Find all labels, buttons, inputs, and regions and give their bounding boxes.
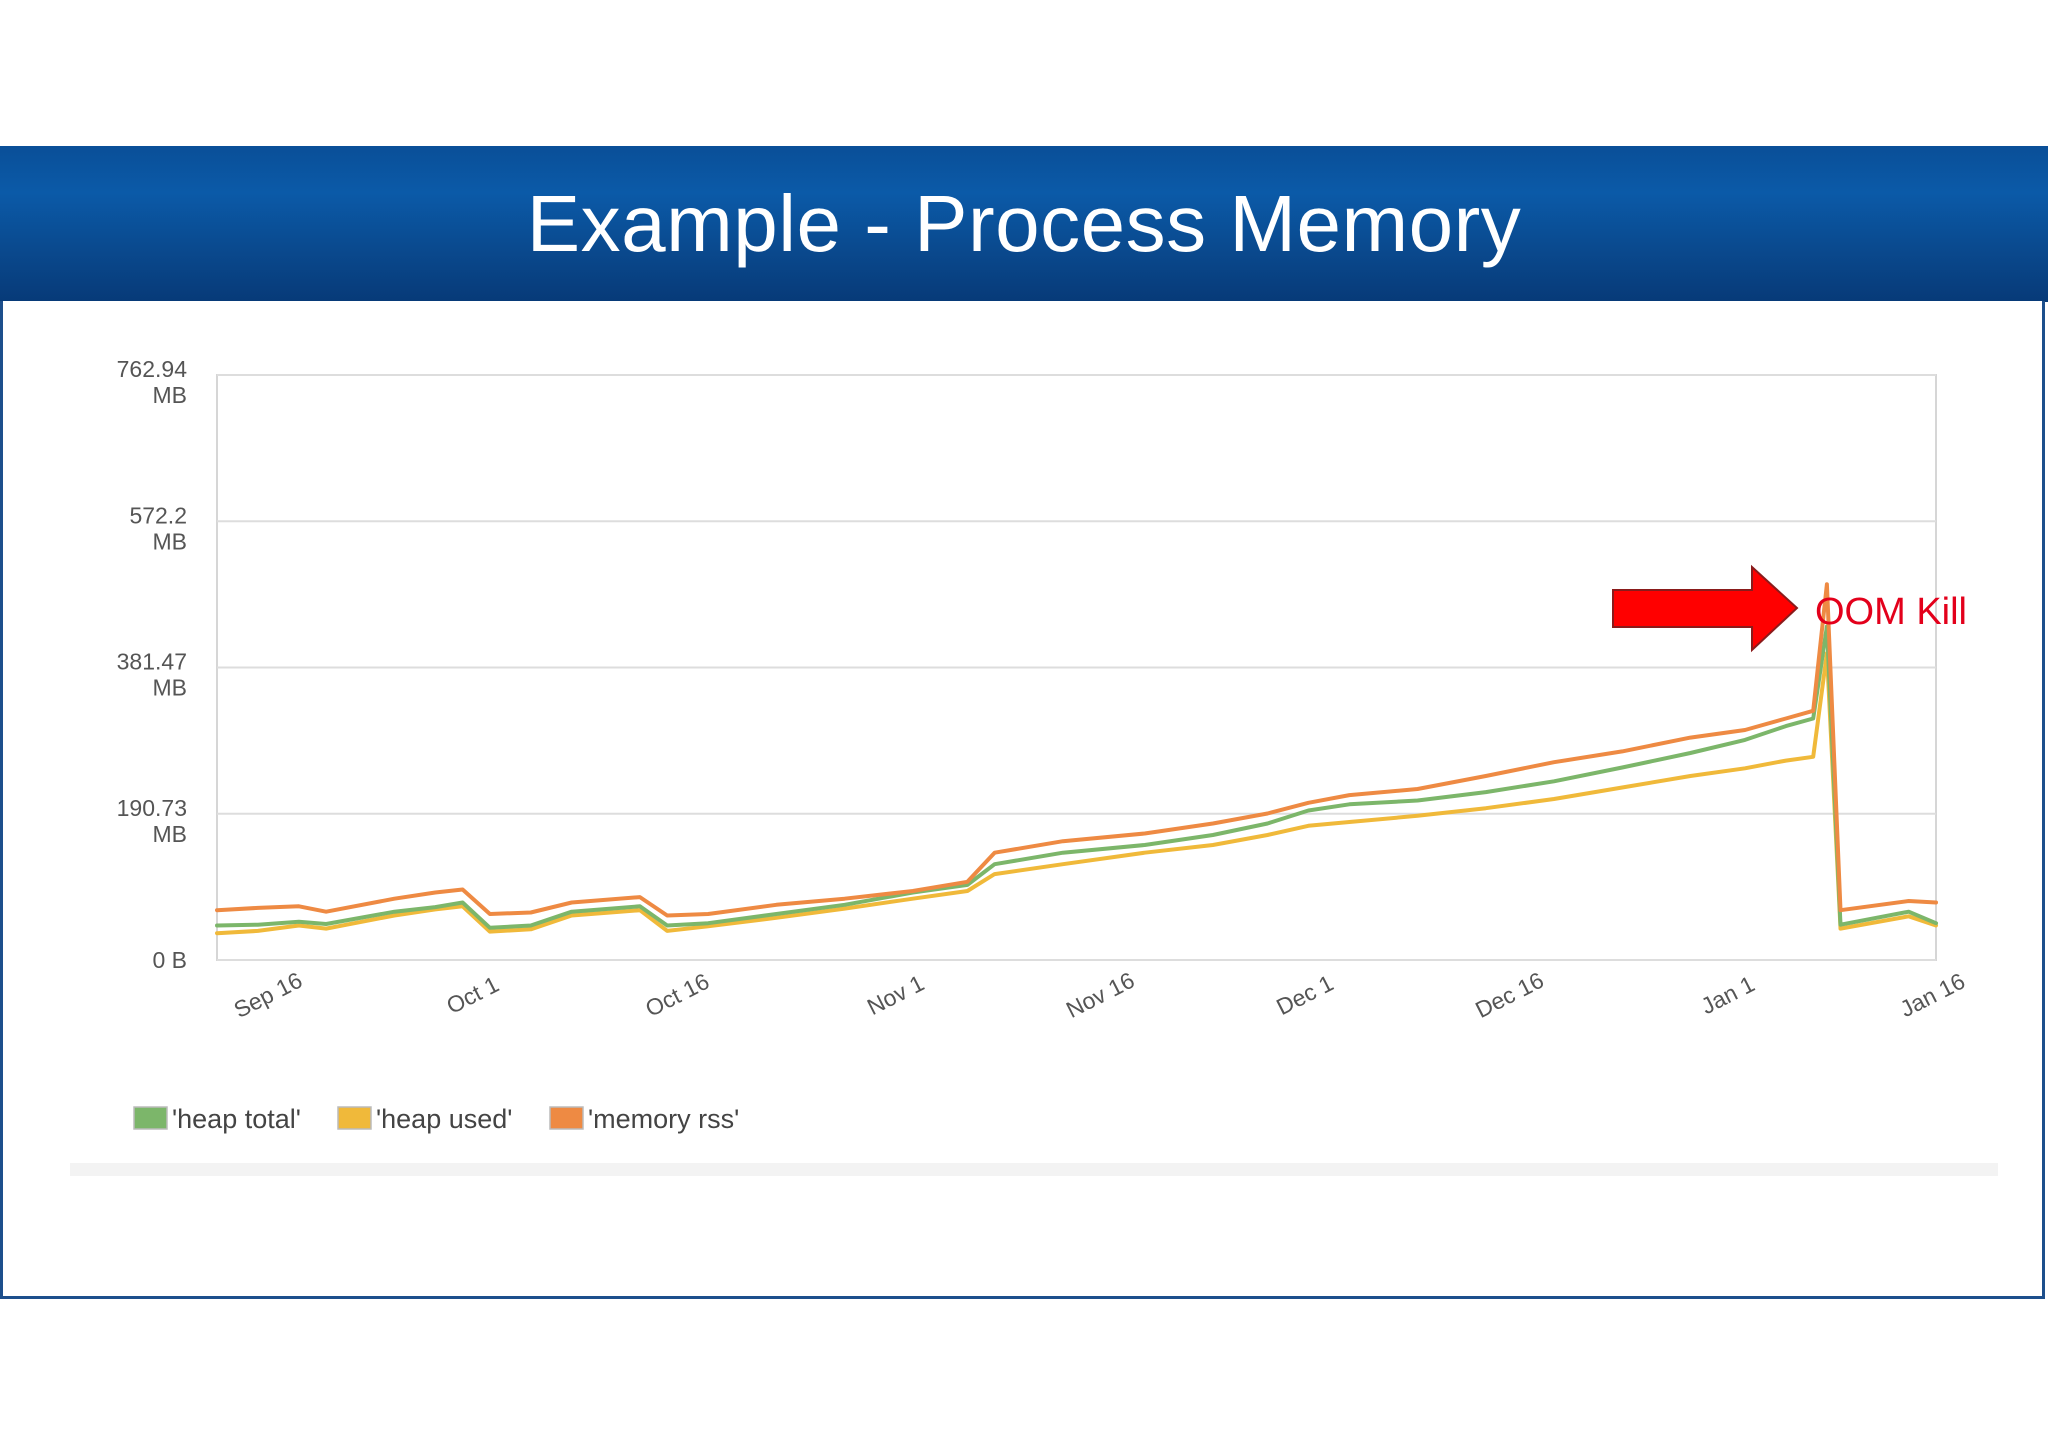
oom-kill-label: OOM Kill	[1815, 591, 1967, 633]
y-tick-label: 762.94 MB	[117, 356, 188, 408]
x-tick-label: Dec 16	[1471, 967, 1548, 1023]
legend-item: 'memory rss'	[549, 1104, 739, 1134]
x-tick-label: Dec 1	[1272, 970, 1337, 1020]
series-line-heap-total	[215, 624, 1938, 930]
y-tick-label-line: MB	[153, 675, 188, 701]
y-tick-label-line: MB	[153, 821, 188, 847]
y-tick-label: 0 B	[152, 947, 187, 973]
gridlines	[217, 374, 1936, 961]
series-line-memory-rss	[215, 582, 1938, 918]
legend-swatch	[337, 1106, 372, 1130]
legend-label: 'heap used'	[376, 1104, 512, 1134]
y-tick-label-line: MB	[153, 382, 188, 408]
slide-header: Example - Process Memory	[0, 146, 2048, 302]
y-tick-label: 572.2 MB	[129, 502, 187, 554]
y-tick-label: 190.73 MB	[117, 795, 187, 847]
y-tick-label-line: 190.73	[117, 795, 187, 821]
series-line-heap-used	[215, 651, 1938, 936]
x-tick-label: Sep 16	[230, 967, 307, 1023]
data-series	[215, 582, 1938, 936]
y-tick-label-line: MB	[153, 528, 188, 554]
legend: 'heap total' 'heap used' 'memory rss'	[133, 1104, 739, 1134]
x-tick-label: Oct 1	[442, 971, 503, 1019]
x-tick-label: Nov 16	[1062, 967, 1139, 1023]
legend-swatch	[133, 1106, 168, 1130]
legend-swatch	[549, 1106, 584, 1130]
red-arrow-icon	[1612, 564, 1799, 653]
chart-footer-strip	[70, 1163, 1998, 1176]
y-tick-label-line: 762.94	[117, 356, 188, 382]
legend-item: 'heap total'	[133, 1104, 301, 1134]
legend-label: 'heap total'	[172, 1104, 301, 1134]
x-tick-label: Nov 1	[863, 970, 928, 1020]
y-tick-label-line: 572.2	[129, 502, 187, 528]
x-tick-label: Jan 16	[1896, 968, 1969, 1023]
legend-label: 'memory rss'	[588, 1104, 739, 1134]
x-axis-tick-labels: Sep 16 Oct 1 Oct 16 Nov 1 Nov 16 Dec 1 Dec 16 J…	[230, 967, 1969, 1023]
slide-title: Example - Process Memory	[526, 179, 1522, 268]
annotation-group: OOM Kill	[1612, 564, 1967, 653]
y-tick-label-line: 381.47	[117, 649, 187, 675]
x-tick-label: Oct 16	[641, 968, 713, 1022]
y-tick-label: 381.47 MB	[117, 649, 187, 701]
legend-item: 'heap used'	[337, 1104, 512, 1134]
x-tick-label: Jan 1	[1697, 971, 1759, 1020]
